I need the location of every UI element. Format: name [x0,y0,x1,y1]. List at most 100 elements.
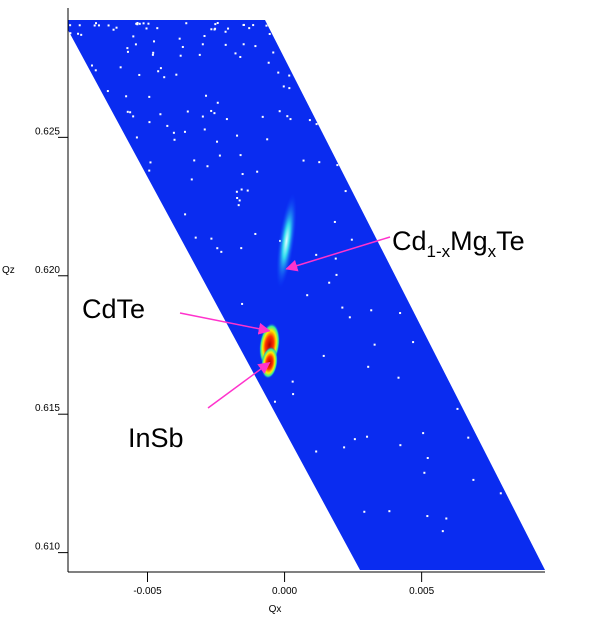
speck [159,113,162,116]
speck [388,510,391,513]
speck [148,95,151,98]
speck [239,154,242,157]
speck [216,101,219,104]
speck [181,45,184,48]
annotation-arrow [207,361,271,409]
speck [152,51,155,54]
speck [190,178,193,181]
subscript: 1-x [427,242,451,261]
speck [90,64,93,67]
annotation-text: InSb [128,423,184,453]
speck [292,393,295,396]
speck [163,76,166,79]
speck [302,159,305,162]
speck [97,24,100,27]
speck [241,302,244,305]
speck [441,530,444,533]
speck [308,119,311,122]
noise [69,22,502,533]
speck [206,165,209,168]
speck [183,130,186,133]
speck [240,188,243,191]
speck [273,400,276,403]
speck [184,213,187,216]
speck [240,247,243,250]
speck [125,95,128,98]
speck [201,115,204,118]
y-tick-label: 0.615 [35,403,60,414]
speck [178,37,181,40]
speck [69,32,72,35]
speck [248,27,251,30]
speck [225,118,228,121]
speck [288,74,291,77]
speck [254,45,257,48]
speck [136,22,139,25]
speck [166,124,169,127]
speck [138,73,141,76]
annotation: InSb [128,423,184,453]
speck [194,236,197,239]
x-axis-label: Qx [269,604,282,615]
speck [268,33,271,36]
speck [235,190,238,193]
speck [397,376,400,379]
speck [213,112,216,115]
speck [142,22,145,25]
speck [236,134,239,137]
speck [318,161,321,164]
speck [112,28,115,31]
speck [185,22,188,25]
speck [135,136,138,139]
annotation-text: Cd [392,226,427,256]
speck [353,438,356,441]
speck [254,232,257,235]
speck [227,27,230,30]
speck [126,110,129,113]
speck [289,118,292,121]
speck [422,432,425,435]
speck [157,70,160,73]
speck [147,22,150,25]
annotation-text: Mg [450,226,488,256]
speck [145,27,148,30]
speck [179,54,182,57]
speck [373,343,376,346]
speck [348,316,351,319]
speck [93,24,96,27]
annotation-arrow [285,236,391,272]
annotation: CdTe [82,294,145,324]
speck [306,294,309,297]
speck [328,281,331,284]
speck [426,515,429,518]
speck [252,24,255,27]
speck [135,22,138,25]
speck [234,52,237,55]
speck [237,204,240,207]
speck [277,71,280,74]
speck [134,43,137,46]
speck [467,436,470,439]
y-tick-label: 0.620 [35,265,60,276]
speck [77,32,80,35]
speck [370,309,373,312]
speck [261,115,264,118]
annotation-arrow [179,312,271,335]
speck [242,43,245,46]
speck [159,67,162,70]
speck [132,115,135,118]
annotation-text: Te [496,226,525,256]
speck [214,23,217,26]
y-tick-label: 0.625 [35,126,60,137]
speck [151,53,154,56]
speck [282,85,285,88]
speck [344,190,347,193]
speck [172,131,175,134]
speck [210,237,213,240]
speck [236,197,239,200]
speck [343,446,346,449]
speck [216,140,219,143]
speck [242,23,245,26]
y-axis-label: Qz [2,265,15,276]
